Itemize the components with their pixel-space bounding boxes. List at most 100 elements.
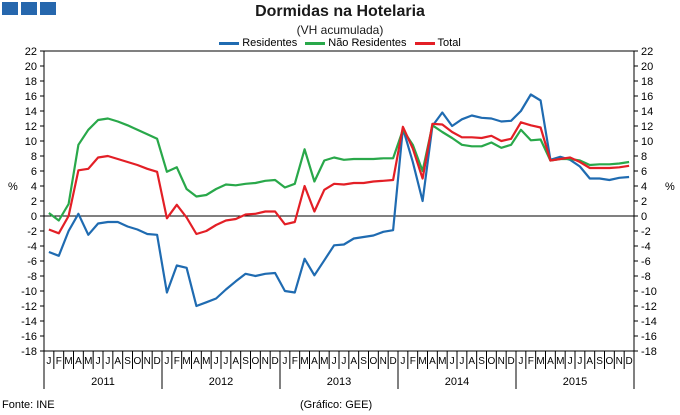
month-label: D (389, 356, 396, 367)
chart-title: Dormidas na Hotelaria (255, 3, 425, 20)
legend: Residentes Não Residentes Total (0, 37, 680, 49)
legend-swatch-total (414, 41, 435, 45)
legend-swatch-residentes (219, 41, 240, 45)
month-label: O (606, 356, 614, 367)
month-label: N (498, 356, 505, 367)
y-tick-label-left: -4 (27, 241, 37, 253)
y-tick-label-left: 20 (25, 61, 37, 73)
month-label: F (56, 356, 62, 367)
y-tick-label-left: -18 (21, 346, 37, 358)
month-label: J (577, 356, 582, 367)
month-label: A (311, 356, 318, 367)
series-line-total (48, 121, 630, 236)
month-label: A (429, 356, 436, 367)
plot-area (43, 50, 635, 352)
series-line-residentes (48, 93, 630, 308)
y-tick-label-left: 22 (25, 46, 37, 58)
y-axis-label-right: % (665, 181, 675, 193)
y-tick-label-right: -12 (641, 301, 657, 313)
month-label: D (153, 356, 160, 367)
year-label: 2015 (563, 376, 587, 388)
month-label: A (75, 356, 82, 367)
y-tick-label-right: 4 (641, 181, 647, 193)
y-tick-label-right: -14 (641, 316, 657, 328)
series-line-n-o-residentes (48, 117, 630, 222)
legend-item-nao-residentes: Não Residentes (305, 37, 407, 49)
y-tick-label-left: 0 (31, 211, 37, 223)
month-label: O (370, 356, 378, 367)
month-label: M (202, 356, 210, 367)
month-label: J (96, 356, 101, 367)
year-label: 2011 (91, 376, 115, 388)
month-label: A (468, 356, 475, 367)
month-label: J (223, 356, 228, 367)
y-tick-label-right: 8 (641, 151, 647, 163)
y-tick-label-right: 18 (641, 76, 653, 88)
y-tick-label-right: -4 (641, 241, 651, 253)
logo-square (40, 2, 56, 15)
month-label: D (507, 356, 514, 367)
month-label: M (536, 356, 544, 367)
y-tick-label-right: -8 (641, 271, 651, 283)
month-label: F (528, 356, 534, 367)
month-label: N (144, 356, 151, 367)
logo-square (2, 2, 18, 15)
month-label: O (488, 356, 496, 367)
month-label: M (300, 356, 308, 367)
month-label: A (547, 356, 554, 367)
month-label: J (518, 356, 523, 367)
legend-item-residentes: Residentes (219, 37, 297, 49)
y-tick-label-right: 6 (641, 166, 647, 178)
y-tick-label-right: -18 (641, 346, 657, 358)
month-label: M (418, 356, 426, 367)
month-label: M (556, 356, 564, 367)
y-tick-label-left: 4 (31, 181, 37, 193)
month-label: N (262, 356, 269, 367)
month-label: S (478, 356, 485, 367)
y-axis-label-left: % (8, 181, 18, 193)
month-label: A (193, 356, 200, 367)
month-label: M (64, 356, 72, 367)
y-tick-label-right: 12 (641, 121, 653, 133)
month-label: J (105, 356, 110, 367)
month-label: J (332, 356, 337, 367)
y-tick-label-left: 12 (25, 121, 37, 133)
y-tick-label-left: 8 (31, 151, 37, 163)
year-label: 2013 (327, 376, 351, 388)
month-label: J (46, 356, 51, 367)
y-tick-label-right: 20 (641, 61, 653, 73)
legend-label-nao-residentes: Não Residentes (328, 37, 407, 49)
month-label: S (124, 356, 131, 367)
month-label: O (134, 356, 142, 367)
y-tick-label-left: 14 (25, 106, 37, 118)
y-tick-label-left: -10 (21, 286, 37, 298)
month-label: S (596, 356, 603, 367)
month-label: M (182, 356, 190, 367)
y-tick-label-right: 2 (641, 196, 647, 208)
month-label: J (214, 356, 219, 367)
y-tick-label-left: -6 (27, 256, 37, 268)
y-tick-label-right: -10 (641, 286, 657, 298)
y-tick-label-left: -16 (21, 331, 37, 343)
y-tick-label-right: -6 (641, 256, 651, 268)
graphic-note: (Gráfico: GEE) (300, 399, 373, 411)
y-tick-label-right: 22 (641, 46, 653, 58)
month-label: O (252, 356, 260, 367)
month-label: A (232, 356, 239, 367)
y-tick-label-left: 16 (25, 91, 37, 103)
y-tick-label-left: 10 (25, 136, 37, 148)
month-label: F (174, 356, 180, 367)
source-note: Fonte: INE (2, 399, 55, 411)
month-label: J (341, 356, 346, 367)
month-label: D (625, 356, 632, 367)
logo (2, 2, 56, 15)
legend-label-total: Total (437, 37, 461, 49)
y-tick-label-left: -14 (21, 316, 37, 328)
y-tick-label-left: 2 (31, 196, 37, 208)
logo-square (21, 2, 37, 15)
month-label: A (350, 356, 357, 367)
month-label: F (292, 356, 298, 367)
month-label: A (114, 356, 121, 367)
y-tick-label-right: -16 (641, 331, 657, 343)
y-tick-label-left: -2 (27, 226, 37, 238)
